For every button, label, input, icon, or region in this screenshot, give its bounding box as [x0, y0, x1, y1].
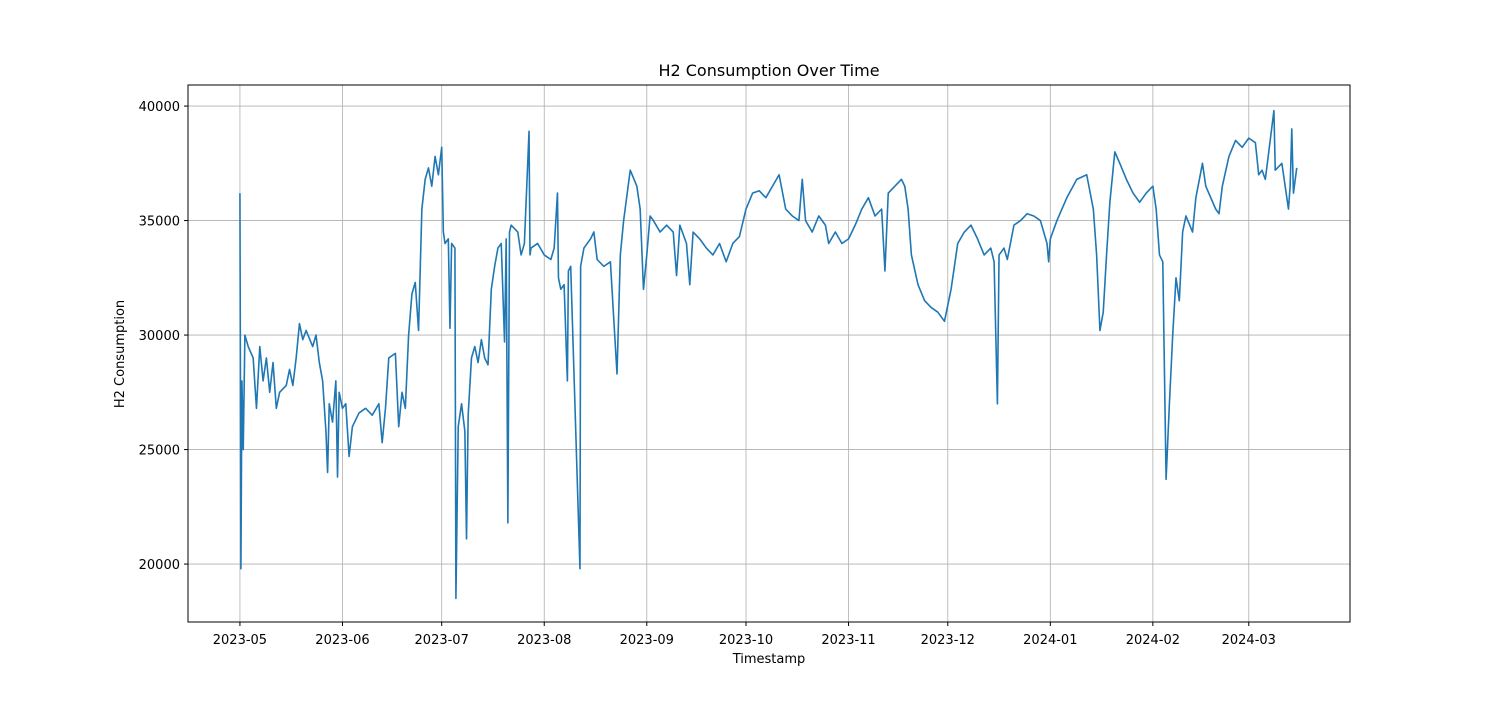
plot-frame [187, 84, 1351, 623]
chart-title: H2 Consumption Over Time [658, 61, 879, 80]
x-tick-label: 2023-05 [213, 633, 267, 648]
y-axis-label: H2 Consumption [113, 300, 128, 408]
x-tick-label: 2023-10 [719, 633, 773, 648]
y-tick-label: 35000 [139, 215, 180, 230]
x-axis-label: Timestamp [732, 652, 806, 667]
x-tick-label: 2023-06 [315, 633, 369, 648]
x-tick-label: 2024-02 [1126, 633, 1180, 648]
y-tick-label: 20000 [139, 558, 180, 573]
x-tick-label: 2023-08 [517, 633, 571, 648]
y-tick-label: 40000 [139, 100, 180, 115]
x-tick-label: 2023-09 [620, 633, 674, 648]
x-tick-label: 2024-01 [1023, 633, 1077, 648]
y-tick-label: 30000 [139, 329, 180, 344]
x-tick-label: 2023-11 [821, 633, 875, 648]
x-tick-label: 2023-07 [415, 633, 469, 648]
x-tick-label: 2023-12 [921, 633, 975, 648]
y-tick-label: 25000 [139, 444, 180, 459]
data-line [239, 109, 1298, 600]
x-tick-label: 2024-03 [1222, 633, 1276, 648]
